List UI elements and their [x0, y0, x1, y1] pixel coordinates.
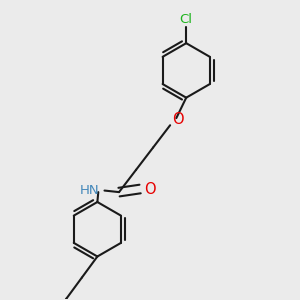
- Text: Cl: Cl: [180, 13, 193, 26]
- Text: O: O: [144, 182, 155, 196]
- Text: O: O: [172, 112, 184, 127]
- Text: HN: HN: [79, 184, 99, 197]
